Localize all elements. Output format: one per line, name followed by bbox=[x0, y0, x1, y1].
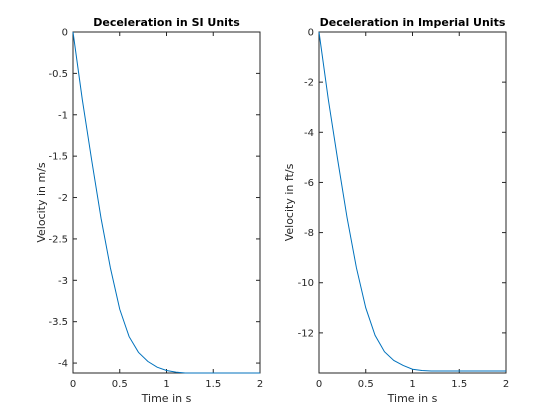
x-tick-label: 1 bbox=[409, 379, 415, 390]
y-tick-label: -4 bbox=[58, 359, 68, 370]
x-tick-label: 0.5 bbox=[112, 379, 128, 390]
subplot-si: 0 0.5 1 1.5 2 0 -0.5 -1 -1.5 -2 -2.5 -3 -3.5 -4 Decel… bbox=[35, 16, 263, 405]
y-tick-label: -0.5 bbox=[48, 69, 68, 80]
y-tick-label: -1.5 bbox=[48, 152, 68, 163]
series-si bbox=[72, 31, 260, 374]
x-axis-label-si: Time in s bbox=[141, 392, 192, 405]
y-tick-label: -6 bbox=[304, 178, 314, 189]
y-axis-label-imperial: Velocity in ft/s bbox=[283, 163, 296, 241]
ticks-imperial: 0 0.5 1 1.5 2 0 -2 -4 -6 -8 -10 -12 bbox=[298, 28, 510, 391]
y-tick-label: -8 bbox=[304, 228, 314, 239]
y-tick-label: -4 bbox=[304, 128, 314, 139]
x-tick-label: 1.5 bbox=[205, 379, 221, 390]
plot-area-si bbox=[72, 31, 261, 374]
series-imperial bbox=[318, 31, 506, 372]
x-tick-label: 0 bbox=[70, 379, 76, 390]
x-tick-label: 2 bbox=[503, 379, 509, 390]
y-tick-label: -3.5 bbox=[48, 317, 68, 328]
y-tick-label: -3 bbox=[58, 276, 68, 287]
series-line-imperial bbox=[318, 31, 506, 372]
y-tick-label: -2.5 bbox=[48, 234, 68, 245]
y-tick-label: 0 bbox=[62, 28, 68, 39]
y-axis-label-si: Velocity in m/s bbox=[35, 162, 48, 243]
chart-title-imperial: Deceleration in Imperial Units bbox=[320, 16, 506, 29]
y-tick-label: -10 bbox=[298, 278, 314, 289]
series-line-si bbox=[72, 31, 260, 374]
subplot-imperial: 0 0.5 1 1.5 2 0 -2 -4 -6 -8 -10 -12 Deceleration in… bbox=[283, 16, 509, 405]
x-axis-label-imperial: Time in s bbox=[387, 392, 438, 405]
x-tick-label: 1 bbox=[163, 379, 169, 390]
ticks-si: 0 0.5 1 1.5 2 0 -0.5 -1 -1.5 -2 -2.5 -3 -3.5 -4 bbox=[48, 28, 263, 391]
x-tick-label: 0.5 bbox=[358, 379, 374, 390]
y-tick-label: -2 bbox=[304, 78, 314, 89]
plot-area-imperial bbox=[318, 31, 507, 374]
y-tick-label: 0 bbox=[308, 28, 314, 39]
y-tick-label: -2 bbox=[58, 193, 68, 204]
x-tick-label: 0 bbox=[316, 379, 322, 390]
x-tick-label: 1.5 bbox=[451, 379, 467, 390]
y-tick-label: -1 bbox=[58, 110, 68, 121]
x-tick-label: 2 bbox=[257, 379, 263, 390]
chart-title-si: Deceleration in SI Units bbox=[93, 16, 240, 29]
y-tick-label: -12 bbox=[298, 328, 314, 339]
